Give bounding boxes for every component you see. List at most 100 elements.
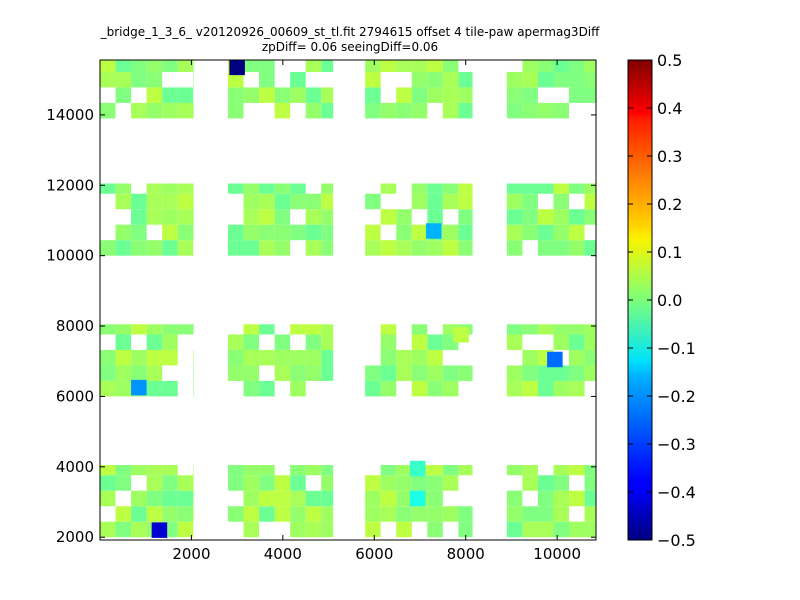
heatmap-cell	[380, 334, 397, 350]
heatmap-cell	[458, 521, 473, 538]
heatmap-cell	[396, 102, 412, 119]
heatmap-cell	[365, 60, 381, 72]
heatmap-cell	[274, 209, 291, 225]
heatmap-cell	[146, 490, 163, 507]
heatmap-cell	[411, 71, 428, 88]
heatmap-cell	[522, 365, 538, 381]
heatmap-cell	[584, 183, 596, 194]
heatmap-cell	[537, 365, 554, 381]
heatmap-cell	[305, 365, 322, 381]
heatmap-cell	[522, 60, 538, 72]
heatmap-cell	[569, 183, 585, 194]
heatmap-cell	[274, 224, 291, 241]
heatmap-cell	[131, 490, 147, 507]
heatmap-cell	[243, 334, 260, 350]
heatmap-cell	[146, 87, 163, 103]
heatmap-cell	[584, 506, 596, 522]
heatmap-cell	[553, 71, 570, 88]
colorbar-tick-label: 0.5	[657, 51, 682, 70]
heatmap-cell	[584, 71, 596, 88]
heatmap-cell	[162, 193, 178, 210]
heatmap-cell	[115, 193, 132, 210]
heatmap-cell	[321, 193, 334, 210]
heatmap-cell	[162, 183, 178, 194]
heatmap-cell	[522, 521, 538, 538]
heatmap-cell	[100, 349, 116, 366]
heatmap-cell	[537, 60, 554, 72]
colorbar-ticks: 0.5 0.4 0.3 0.2 0.1 0.0 −0.1 −0.2 −0.3 −0.4 −0.5	[628, 51, 696, 550]
heatmap-cell	[537, 475, 554, 491]
heatmap-cell	[411, 380, 428, 397]
heatmap-cell	[537, 183, 554, 194]
heatmap-cell	[115, 506, 132, 522]
y-tick-label: 2000	[56, 528, 94, 546]
heatmap-cell	[146, 240, 163, 256]
heatmap-cell	[584, 209, 596, 225]
heatmap-cell	[259, 87, 275, 103]
heatmap-cell	[411, 60, 428, 72]
heatmap-cell	[177, 506, 194, 522]
heatmap-cell	[290, 324, 306, 335]
heatmap-cell	[100, 240, 116, 256]
heatmap-cell	[305, 102, 322, 119]
heatmap-cell	[259, 60, 275, 72]
heatmap-cell	[115, 380, 132, 397]
heatmap-cell	[506, 380, 523, 397]
heatmap-cell	[380, 365, 397, 381]
heatmap-cell	[553, 506, 570, 522]
heatmap-cell	[396, 240, 412, 256]
heatmap-outlier-cell	[453, 327, 469, 343]
heatmap-cell	[274, 349, 291, 366]
heatmap-cell	[553, 490, 570, 507]
heatmap-cell	[522, 324, 538, 335]
heatmap-cell	[146, 380, 163, 397]
heatmap-cell	[396, 209, 412, 225]
heatmap-cell	[522, 465, 538, 476]
heatmap-cell	[228, 334, 244, 350]
heatmap-cell	[442, 240, 459, 256]
heatmap-cell	[569, 349, 585, 366]
heatmap-cell	[365, 490, 381, 507]
colorbar: 0.5 0.4 0.3 0.2 0.1 0.0 −0.1 −0.2 −0.3 −0.4 −0.5	[627, 51, 696, 550]
heatmap-outlier-cell	[409, 460, 426, 477]
heatmap-cell	[228, 87, 244, 103]
heatmap-cell	[396, 224, 412, 241]
heatmap-cell	[146, 102, 163, 119]
heatmap-cell	[396, 475, 412, 491]
x-tick-label: 4000	[264, 545, 302, 563]
heatmap-cell	[458, 102, 473, 119]
heatmap-cell	[442, 71, 459, 88]
heatmap-cell	[569, 324, 585, 335]
heatmap-cell	[228, 349, 244, 366]
heatmap-cell	[321, 506, 334, 522]
heatmap-cell	[146, 365, 163, 381]
heatmap-cell	[569, 224, 585, 241]
heatmap-cell	[115, 521, 132, 538]
heatmap-cell	[290, 475, 306, 491]
heatmap-cell	[290, 87, 306, 103]
heatmap-outlier-cell	[151, 522, 168, 538]
heatmap-outlier-cell	[425, 223, 442, 239]
heatmap-cell	[274, 506, 291, 522]
heatmap-cell	[506, 465, 523, 476]
heatmap-cell	[442, 60, 459, 72]
heatmap-cell	[321, 349, 334, 366]
heatmap-cell	[131, 240, 147, 256]
heatmap-cell	[162, 490, 178, 507]
x-tick-label: 2000	[172, 545, 210, 563]
heatmap-cell	[290, 193, 306, 210]
heatmap-cell	[290, 465, 306, 476]
heatmap-cell	[228, 240, 244, 256]
heatmap-cell	[396, 506, 412, 522]
y-tick-label: 10000	[46, 247, 94, 265]
heatmap-cell	[365, 475, 381, 491]
heatmap-cell	[131, 465, 147, 476]
heatmap-cell	[321, 87, 334, 103]
heatmap-cell	[522, 71, 538, 88]
heatmap-cell	[569, 240, 585, 256]
heatmap-cell	[131, 324, 147, 335]
heatmap-cell	[442, 380, 459, 397]
x-tick-label: 6000	[355, 545, 393, 563]
heatmap-cell	[146, 349, 163, 366]
